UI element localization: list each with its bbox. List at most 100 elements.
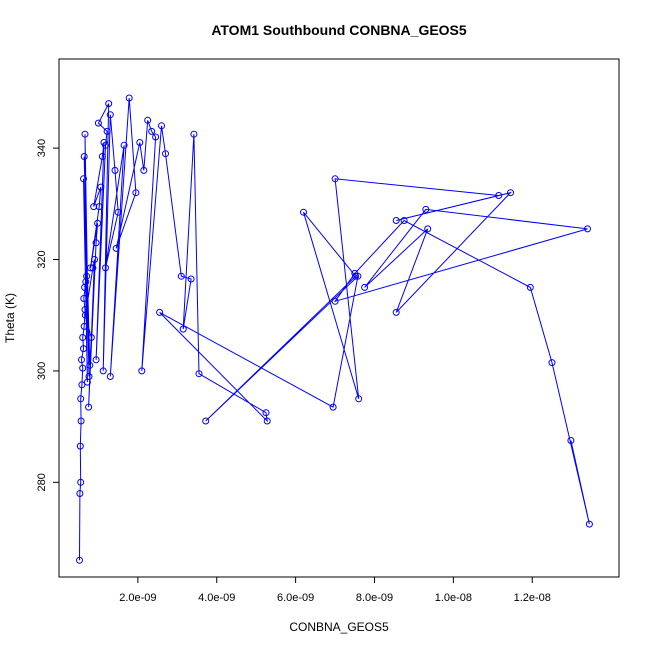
data-point (111, 166, 119, 174)
data-point (87, 264, 94, 272)
data-point (78, 381, 86, 389)
data-point (156, 308, 164, 316)
data-point (99, 367, 107, 375)
data-point (584, 225, 591, 233)
data-point (81, 311, 89, 319)
data-point (76, 556, 83, 564)
data-point (148, 127, 156, 135)
y-axis: 280 300 320 340 (36, 139, 60, 491)
data-point (77, 395, 85, 403)
plot-frame (58, 58, 620, 578)
data-point (103, 127, 111, 135)
data-point (187, 275, 195, 283)
data-point (79, 364, 87, 372)
data-point (77, 478, 85, 486)
data-point (114, 208, 122, 216)
data-point (83, 272, 91, 280)
data-point (91, 256, 98, 263)
data-point (76, 442, 84, 450)
data-point (422, 205, 430, 213)
data-point (158, 122, 165, 130)
data-point (263, 417, 271, 425)
data-point (85, 403, 93, 411)
data-point (78, 356, 85, 364)
data-point (94, 219, 102, 227)
data-point (495, 192, 503, 199)
data-point (106, 373, 114, 380)
x-tick-label: 4.0e-09 (198, 592, 235, 604)
x-tick-label: 6.0e-09 (277, 592, 314, 604)
x-tick-label: 1.2e-08 (514, 592, 551, 604)
data-point (132, 189, 140, 197)
data-point (106, 111, 114, 119)
data-point (125, 94, 133, 102)
data-point (97, 183, 105, 191)
x-axis-label: CONBNA_GEOS5 (289, 620, 389, 634)
data-point (351, 269, 359, 277)
data-point (79, 334, 87, 341)
data-point (526, 283, 534, 291)
x-tick-label: 1.0e-08 (435, 592, 472, 604)
data-point (80, 322, 88, 330)
data-point (81, 130, 89, 138)
data-point (87, 334, 95, 341)
data-point (105, 100, 113, 108)
data-point (352, 272, 360, 280)
data-point (81, 283, 89, 291)
data-point (392, 217, 400, 224)
data-point (80, 175, 87, 183)
data-point (190, 130, 198, 138)
data-point (102, 141, 109, 149)
series-path (79, 97, 590, 561)
series-points (76, 94, 593, 564)
data-point (179, 325, 187, 333)
data-point (355, 395, 363, 403)
x-tick-label: 8.0e-09 (356, 592, 393, 604)
data-point (262, 409, 270, 417)
data-point (92, 239, 100, 247)
data-point (329, 403, 337, 411)
series-line (79, 97, 590, 561)
data-point (90, 203, 98, 211)
data-point (140, 166, 148, 174)
data-point (548, 359, 556, 367)
data-point (152, 133, 160, 141)
data-point (112, 244, 120, 252)
chart-title: ATOM1 Southbound CONBNA_GEOS5 (211, 22, 467, 38)
data-point (331, 175, 339, 183)
data-point (89, 264, 97, 272)
data-point (136, 139, 144, 146)
data-point (392, 308, 400, 316)
data-point (98, 153, 106, 160)
data-point (85, 373, 93, 380)
data-point (92, 356, 100, 364)
y-tick-label: 300 (36, 362, 48, 380)
data-point (86, 361, 94, 369)
data-point (400, 217, 408, 224)
data-point (331, 297, 339, 305)
y-tick-label: 340 (36, 139, 48, 157)
data-point (144, 116, 152, 124)
data-point (361, 283, 369, 291)
y-tick-label: 320 (36, 250, 48, 268)
data-point (80, 295, 88, 302)
data-point (567, 437, 575, 444)
y-axis-label: Theta (K) (3, 293, 17, 343)
data-point (120, 141, 128, 149)
data-point (424, 225, 432, 233)
y-tick-label: 280 (36, 473, 48, 491)
data-point (138, 367, 146, 375)
data-point (162, 150, 169, 158)
data-point (177, 272, 185, 280)
data-point (77, 417, 85, 425)
data-point (76, 490, 84, 497)
data-point (94, 119, 102, 127)
data-point (507, 189, 514, 197)
data-point (80, 153, 88, 160)
data-point (80, 345, 87, 353)
data-point (195, 370, 203, 378)
data-point (102, 264, 109, 272)
x-axis: 2.0e-09 4.0e-09 6.0e-09 8.0e-09 1.0e-08 1.2e-… (119, 576, 551, 604)
data-point (202, 417, 210, 425)
